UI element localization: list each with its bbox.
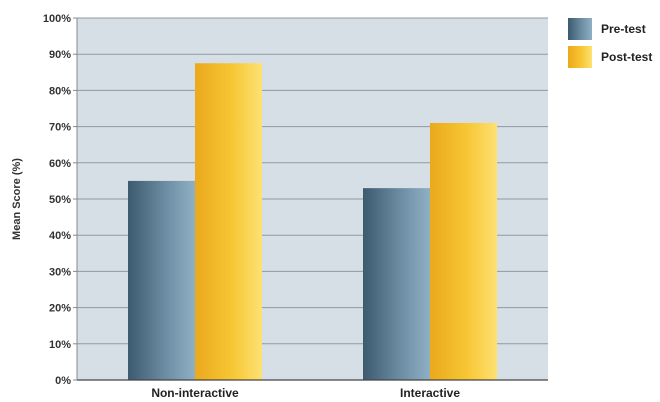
bar-pre-test-interactive: [363, 188, 430, 380]
y-tick-label: 90%: [49, 49, 71, 61]
y-tick-label: 30%: [49, 266, 71, 278]
y-tick-label: 80%: [49, 85, 71, 97]
y-tick-label: 0%: [55, 375, 71, 387]
legend: Pre-test Post-test: [568, 18, 652, 68]
legend-swatch-post-test: [568, 46, 592, 68]
y-tick-label: 60%: [49, 158, 71, 170]
x-category-label: Interactive: [400, 386, 460, 400]
y-tick-labels: 0% 10% 20% 30% 40% 50% 60% 70% 80% 90% 100%: [43, 13, 77, 387]
x-category-labels: Non-interactive Interactive: [151, 386, 460, 400]
y-axis-label: Mean Score (%): [11, 158, 23, 240]
y-tick-label: 20%: [49, 303, 71, 315]
y-tick-label: 70%: [49, 122, 71, 134]
legend-swatch-pre-test: [568, 18, 592, 40]
y-tick-label: 100%: [43, 13, 71, 25]
bar-pre-test-non-interactive: [128, 180, 195, 380]
y-tick-label: 10%: [49, 339, 71, 351]
bar-post-test-non-interactive: [195, 63, 262, 380]
x-category-label: Non-interactive: [151, 386, 239, 400]
bars: [128, 63, 497, 380]
bar-post-test-interactive: [430, 122, 497, 380]
legend-label: Pre-test: [601, 22, 646, 36]
y-tick-label: 40%: [49, 230, 71, 242]
legend-label: Post-test: [601, 50, 652, 64]
y-tick-label: 50%: [49, 194, 71, 206]
